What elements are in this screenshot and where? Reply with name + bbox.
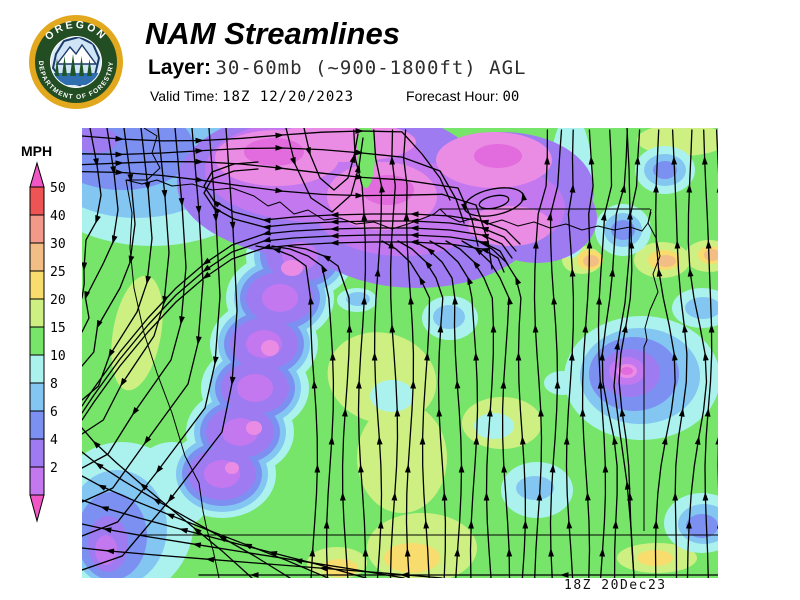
svg-text:10: 10 [50,349,66,364]
wind-speed-legend: 50 40 30 25 20 15 10 8 6 4 2 [29,161,66,523]
svg-text:30: 30 [50,237,66,252]
page-title: NAM Streamlines [145,16,400,51]
svg-text:20: 20 [50,293,66,308]
svg-text:25: 25 [50,265,66,280]
logo-emblem [51,37,101,87]
svg-text:15: 15 [50,321,66,336]
svg-text:40: 40 [50,209,66,224]
snake-river-border [643,208,661,531]
svg-text:50: 50 [50,181,66,196]
svg-text:6: 6 [50,405,58,420]
geography-borders [125,128,718,578]
layer-label: Layer: [148,56,212,79]
forecast-hour-label: Forecast Hour: [406,88,499,104]
valid-time-label: Valid Time: [150,88,219,104]
odf-logo: OREGON DEPARTMENT OF FORESTRY [29,15,123,109]
valid-time-value: 18Z 12/20/2023 [222,89,355,105]
map-timestamp: 18Z 20Dec23 [564,578,667,593]
forecast-hour-value: 00 [502,89,520,105]
streamline-map [82,128,718,578]
columbia-river [125,179,652,232]
layer-value: 30-60mb (~900-1800ft) AGL [215,57,527,79]
svg-text:2: 2 [50,461,58,476]
layer-row: Layer: 30-60mb (~900-1800ft) AGL [148,56,526,80]
streamline-arrows [82,128,718,578]
coastline [125,128,220,578]
valid-time-row: Valid Time: 18Z 12/20/2023 Forecast Hour… [150,88,519,105]
legend-unit-label: MPH [21,143,53,159]
svg-text:8: 8 [50,377,58,392]
svg-text:4: 4 [50,433,58,448]
logo-trees [55,54,92,76]
